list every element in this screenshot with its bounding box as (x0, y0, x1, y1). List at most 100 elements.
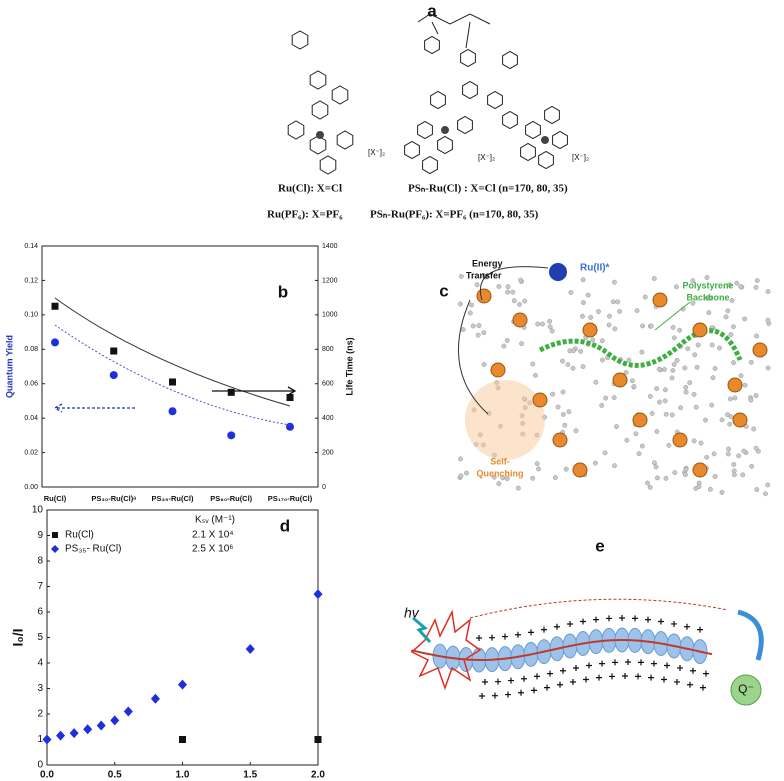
atom (753, 285, 759, 290)
annotation: Q⁻ (738, 682, 754, 696)
atom (474, 282, 480, 288)
atom (547, 324, 553, 330)
marker (286, 422, 294, 431)
atom (596, 309, 601, 314)
atom (695, 342, 701, 348)
marker (110, 715, 120, 726)
charge (671, 620, 677, 627)
atom (536, 466, 541, 472)
y2-tick-label: 600 (322, 381, 334, 388)
atom (593, 460, 598, 466)
atom (555, 404, 561, 410)
atom (678, 405, 683, 411)
atom (683, 384, 689, 390)
atom (623, 370, 629, 375)
atom (636, 451, 642, 457)
panel-label: d (280, 516, 290, 535)
atom (683, 467, 689, 472)
charge (495, 678, 501, 685)
atom (612, 463, 617, 469)
panel-label: e (595, 536, 604, 555)
annotation: Backbone (686, 292, 729, 302)
ring (331, 85, 349, 105)
atom (727, 282, 732, 288)
y-axis-label: I₀/I (10, 629, 26, 647)
atom (728, 414, 734, 420)
atom (567, 348, 573, 354)
counterion: [X⁻]₂ (572, 153, 589, 162)
flash (412, 616, 432, 644)
atom (694, 364, 700, 370)
atom (458, 456, 463, 462)
atom (550, 391, 556, 397)
atom (505, 284, 511, 290)
marker (96, 720, 106, 731)
atom (656, 366, 662, 372)
ring (287, 120, 305, 140)
annotation: Polystyrene (682, 280, 733, 290)
y-tick-label: 8 (37, 556, 43, 567)
charge (609, 673, 615, 680)
atom (731, 462, 737, 467)
y-tick-label: 0.06 (24, 381, 38, 388)
marker (51, 302, 59, 310)
annotation: Self- (490, 456, 510, 466)
legend-value: 2.1 X 10⁴ (192, 530, 234, 541)
glow (465, 380, 545, 460)
y-tick-label: 6 (37, 607, 43, 618)
atom (672, 470, 678, 475)
atom (726, 446, 731, 452)
atom (560, 389, 566, 395)
atom (599, 338, 605, 344)
charge (632, 615, 638, 622)
charge (586, 662, 592, 669)
atom (663, 411, 669, 417)
atom (610, 299, 616, 305)
charge (554, 623, 560, 630)
y-tick-label: 0.14 (24, 243, 38, 250)
atom (491, 474, 497, 480)
atom (748, 397, 754, 403)
marker (227, 431, 236, 440)
atom (639, 349, 645, 355)
atom (496, 481, 502, 487)
y2-tick-label: 1200 (322, 277, 338, 284)
x-tick-label: 0.0 (40, 770, 54, 781)
atom (612, 279, 617, 285)
y-tick-label: 7 (37, 581, 43, 592)
y2-tick-label: 1400 (322, 243, 338, 250)
atom (573, 428, 579, 434)
marker (314, 736, 322, 743)
charge (635, 673, 641, 680)
atom (657, 399, 662, 405)
atom (562, 422, 568, 428)
legend-label: PS₃₅- Ru(Cl) (65, 544, 121, 555)
atom (639, 443, 645, 449)
atom (671, 362, 677, 367)
atom (505, 289, 511, 295)
charge (505, 691, 511, 698)
charge (619, 615, 625, 621)
atom (691, 392, 697, 397)
atom (669, 375, 675, 381)
atom (707, 295, 712, 301)
atom (518, 277, 524, 283)
ru-center (652, 292, 668, 308)
ring (422, 155, 438, 175)
ring (502, 50, 518, 70)
atom (692, 352, 698, 358)
atom (600, 357, 605, 363)
ru-center (572, 462, 588, 478)
ru-center (582, 322, 598, 338)
ring (417, 120, 433, 140)
x-tick-label: 0.5 (108, 770, 122, 781)
marker (227, 388, 235, 396)
atom (671, 335, 677, 341)
marker (150, 693, 160, 704)
annotation: hv (404, 605, 420, 621)
arrow (53, 403, 135, 413)
atom (580, 313, 585, 319)
charge (560, 667, 566, 674)
charge (703, 670, 709, 677)
